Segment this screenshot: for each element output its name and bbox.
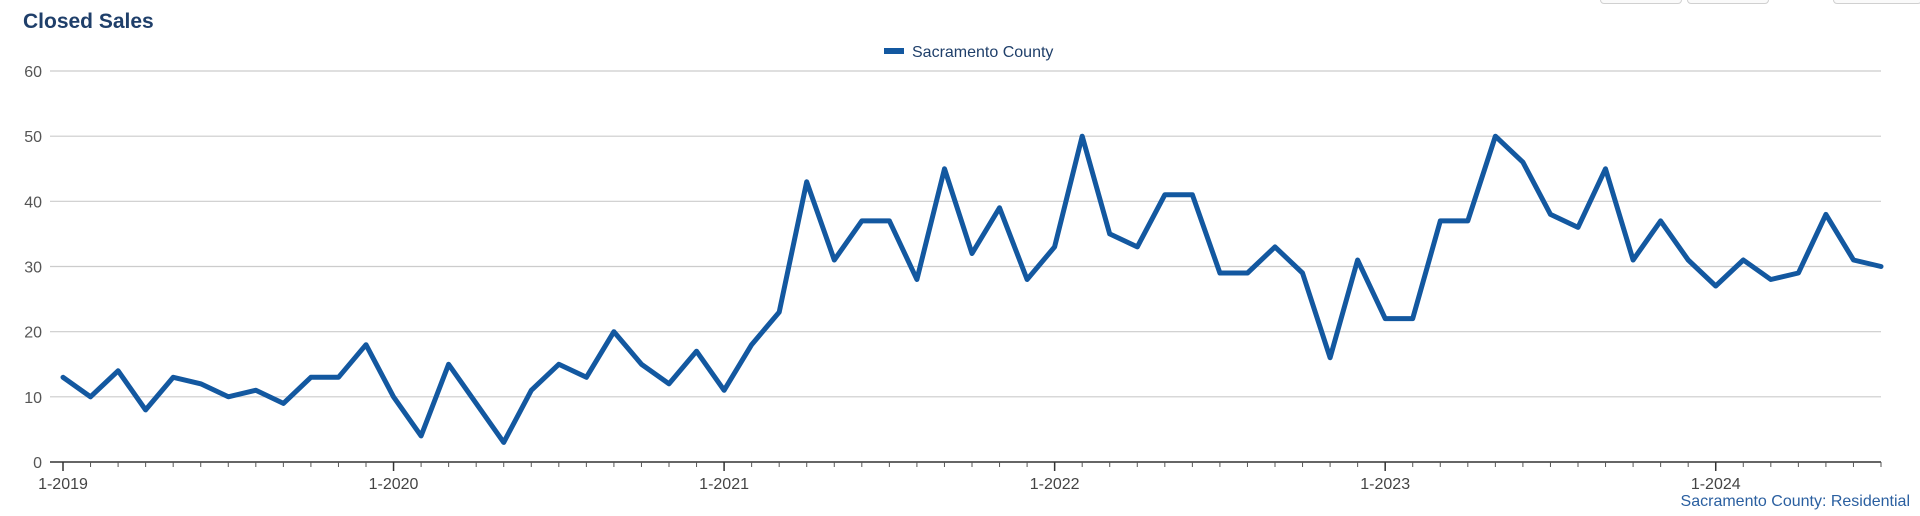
data-point[interactable] — [305, 371, 317, 383]
data-point[interactable] — [773, 306, 785, 318]
data-point[interactable] — [1544, 208, 1556, 220]
data-point[interactable] — [883, 215, 895, 227]
y-tick-label: 10 — [24, 390, 42, 407]
data-point[interactable] — [1462, 215, 1474, 227]
data-point[interactable] — [415, 430, 427, 442]
series-line-sacramento-county[interactable] — [60, 133, 1884, 445]
data-point[interactable] — [691, 345, 703, 357]
toolbar-button-3[interactable] — [1833, 0, 1920, 4]
data-point[interactable] — [1600, 163, 1612, 175]
y-tick-label: 20 — [24, 325, 42, 342]
data-point[interactable] — [1214, 267, 1226, 279]
data-point[interactable] — [85, 391, 97, 403]
x-tick-label: 1-2020 — [369, 476, 419, 493]
data-point[interactable] — [360, 339, 372, 351]
chart-title: Closed Sales — [23, 10, 154, 33]
data-point[interactable] — [112, 365, 124, 377]
data-point[interactable] — [1820, 208, 1832, 220]
y-tick-label: 0 — [33, 455, 42, 472]
data-point[interactable] — [1655, 215, 1667, 227]
data-point[interactable] — [1186, 189, 1198, 201]
data-point[interactable] — [580, 371, 592, 383]
data-point[interactable] — [1379, 313, 1391, 325]
data-point[interactable] — [608, 326, 620, 338]
data-point[interactable] — [443, 358, 455, 370]
data-point[interactable] — [663, 378, 675, 390]
y-tick-label: 50 — [24, 129, 42, 146]
data-point[interactable] — [1682, 254, 1694, 266]
x-tick-label: 1-2019 — [38, 476, 88, 493]
data-point[interactable] — [167, 371, 179, 383]
data-point[interactable] — [1572, 221, 1584, 233]
legend-label[interactable]: Sacramento County — [912, 44, 1053, 61]
data-point[interactable] — [1021, 274, 1033, 286]
data-point[interactable] — [1710, 280, 1722, 292]
data-point[interactable] — [1489, 130, 1501, 142]
data-point[interactable] — [1352, 254, 1364, 266]
data-point[interactable] — [1131, 241, 1143, 253]
data-point[interactable] — [553, 358, 565, 370]
data-point[interactable] — [1159, 189, 1171, 201]
data-point[interactable] — [388, 391, 400, 403]
data-point[interactable] — [801, 176, 813, 188]
data-point[interactable] — [718, 384, 730, 396]
data-point[interactable] — [57, 371, 69, 383]
series-layer — [57, 130, 1887, 448]
data-point[interactable] — [856, 215, 868, 227]
x-axis: 1-2019 1-2020 1-2021 1-2022 1-2023 1-2024 — [38, 461, 1882, 493]
data-point[interactable] — [470, 397, 482, 409]
data-point[interactable] — [1737, 254, 1749, 266]
x-tick-label: 1-2023 — [1360, 476, 1410, 493]
x-tick-label: 1-2021 — [699, 476, 749, 493]
data-point[interactable] — [1627, 254, 1639, 266]
data-point[interactable] — [966, 247, 978, 259]
data-point[interactable] — [1297, 267, 1309, 279]
data-point[interactable] — [250, 384, 262, 396]
data-point[interactable] — [1875, 261, 1887, 273]
gridlines — [50, 70, 1881, 398]
data-point[interactable] — [938, 163, 950, 175]
data-point[interactable] — [911, 274, 923, 286]
data-point[interactable] — [1324, 352, 1336, 364]
toolbar-edge — [1590, 0, 1920, 4]
data-point[interactable] — [828, 254, 840, 266]
data-point[interactable] — [1792, 267, 1804, 279]
data-point[interactable] — [1269, 241, 1281, 253]
data-point[interactable] — [332, 371, 344, 383]
data-point[interactable] — [277, 397, 289, 409]
data-point[interactable] — [1847, 254, 1859, 266]
data-point[interactable] — [525, 384, 537, 396]
y-axis-ticks: 0 10 20 30 40 50 60 — [24, 64, 42, 472]
data-point[interactable] — [195, 378, 207, 390]
source-label: Sacramento County: Residential — [1680, 493, 1910, 510]
data-point[interactable] — [1049, 241, 1061, 253]
x-tick-label: 1-2022 — [1030, 476, 1080, 493]
data-point[interactable] — [498, 436, 510, 448]
data-point[interactable] — [1241, 267, 1253, 279]
data-point[interactable] — [222, 391, 234, 403]
data-point[interactable] — [1434, 215, 1446, 227]
data-point[interactable] — [746, 339, 758, 351]
data-point[interactable] — [1076, 130, 1088, 142]
data-point[interactable] — [1765, 274, 1777, 286]
legend[interactable]: Sacramento County — [884, 44, 1053, 61]
data-point[interactable] — [1517, 156, 1529, 168]
data-point[interactable] — [994, 202, 1006, 214]
y-tick-label: 40 — [24, 194, 42, 211]
data-point[interactable] — [1407, 313, 1419, 325]
x-tick-label: 1-2024 — [1691, 476, 1741, 493]
data-point[interactable] — [1104, 228, 1116, 240]
y-tick-label: 30 — [24, 260, 42, 277]
data-point[interactable] — [140, 404, 152, 416]
y-tick-label: 60 — [24, 64, 42, 81]
data-point[interactable] — [635, 358, 647, 370]
